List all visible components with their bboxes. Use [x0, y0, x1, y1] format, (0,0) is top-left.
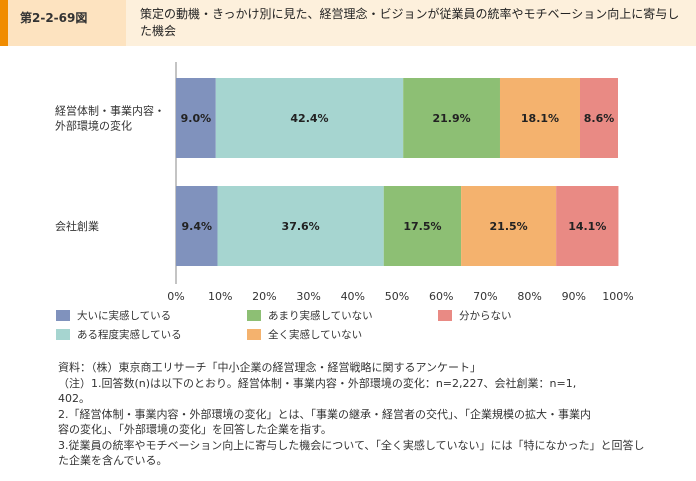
- x-tick-label: 50%: [385, 290, 409, 303]
- data-label: 21.9%: [433, 112, 471, 125]
- category-label: 会社創業: [55, 219, 99, 233]
- legend-label: あまり実感していない: [268, 309, 373, 322]
- bar-segment: [403, 78, 500, 158]
- figure-number: 第2-2-69図: [8, 0, 126, 46]
- data-label: 8.6%: [584, 112, 615, 125]
- bar-segment: [579, 78, 618, 158]
- bar-segment: [215, 78, 404, 158]
- figure-header: 第2-2-69図 策定の動機・きっかけ別に見た、経営理念・ビジョンが従業員の統率…: [0, 0, 696, 46]
- bar-segment: [176, 78, 216, 158]
- data-label: 42.4%: [290, 112, 328, 125]
- note-line: 402。: [58, 392, 90, 405]
- header-accent-bar: [0, 0, 8, 46]
- note-line: た企業を含んでいる。: [58, 454, 168, 467]
- x-tick-label: 100%: [602, 290, 633, 303]
- x-tick-label: 60%: [429, 290, 453, 303]
- legend-swatch: [56, 329, 70, 340]
- data-label: 21.5%: [490, 220, 528, 233]
- bar-segment: [383, 186, 462, 266]
- x-tick-label: 70%: [473, 290, 497, 303]
- figure-notes: 資料：（株）東京商工リサーチ「中小企業の経営理念・経営戦略に関するアンケート」 …: [58, 360, 688, 469]
- x-tick-label: 90%: [562, 290, 586, 303]
- stacked-bar-chart: 9.0% 42.4% 21.9% 18.1% 8.6% 経営体制・事業内容・外部環境の変化…: [55, 62, 634, 341]
- legend-swatch: [438, 310, 452, 321]
- category-label: 経営体制・事業内容・: [55, 104, 165, 118]
- note-line: 資料：（株）東京商工リサーチ「中小企業の経営理念・経営戦略に関するアンケート」: [58, 361, 482, 374]
- legend-swatch: [247, 329, 261, 340]
- note-line: 2.「経営体制・事業内容・外部環境の変化」とは、「事業の継承・経営者の交代」、「…: [58, 407, 591, 421]
- note-line: （注）1.回答数(n)は以下のとおり。経営体制・事業内容・外部環境の変化：n=2…: [58, 376, 577, 390]
- category-label: 外部環境の変化: [55, 119, 132, 133]
- legend-label: 全く実感していない: [268, 328, 362, 341]
- data-label: 14.1%: [568, 220, 606, 233]
- note-line: 容の変化」、「外部環境の変化」を回答した企業を指す。: [58, 423, 332, 436]
- legend-label: ある程度実感している: [77, 328, 182, 341]
- x-tick-label: 20%: [252, 290, 276, 303]
- x-tick-label: 40%: [341, 290, 365, 303]
- x-tick-label: 0%: [167, 290, 184, 303]
- data-label: 18.1%: [521, 112, 559, 125]
- x-tick-label: 80%: [517, 290, 541, 303]
- data-label: 9.4%: [182, 220, 213, 233]
- x-tick-label: 10%: [208, 290, 232, 303]
- bar-segment: [217, 186, 384, 266]
- bar-segment: [176, 186, 218, 266]
- note-line: 3.従業員の統率やモチベーション向上に寄与した機会について、「全く実感していない…: [58, 438, 645, 452]
- legend-swatch: [56, 310, 70, 321]
- legend-label: 分からない: [459, 310, 512, 322]
- data-label: 17.5%: [403, 220, 441, 233]
- legend-label: 大いに実感している: [77, 309, 171, 322]
- bar-segment: [556, 186, 619, 266]
- figure-title: 策定の動機・きっかけ別に見た、経営理念・ビジョンが従業員の統率やモチベーション向…: [126, 0, 696, 46]
- x-tick-label: 30%: [296, 290, 320, 303]
- legend-swatch: [247, 310, 261, 321]
- bar-segment: [461, 186, 557, 266]
- bar-segment: [499, 78, 580, 158]
- data-label: 9.0%: [181, 112, 212, 125]
- data-label: 37.6%: [282, 220, 320, 233]
